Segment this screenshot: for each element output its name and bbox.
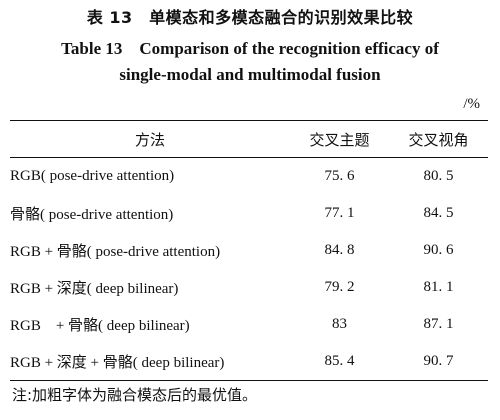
cross-subject-cell: 75. 6 xyxy=(324,168,355,184)
cross-view-cell: 81. 1 xyxy=(423,279,454,295)
method-cell: RGB + 骨骼( pose-drive attention) xyxy=(10,244,221,260)
unit-label: /% xyxy=(463,96,480,112)
cross-view-cell: 87. 1 xyxy=(423,316,454,332)
method-cell: RGB( pose-drive attention) xyxy=(10,168,175,184)
cross-subject-cell: 77. 1 xyxy=(324,205,355,221)
table-row: RGB + 深度 + 骨骼( deep bilinear) 85. 4 90. … xyxy=(10,343,488,381)
cross-view-cell: 80. 5 xyxy=(423,168,454,184)
cross-view-cell: 90. 6 xyxy=(423,242,454,258)
method-cell: RGB + 骨骼( deep bilinear) xyxy=(10,318,190,334)
header-cross-view: 交叉视角 xyxy=(389,120,488,158)
table-title-english: Table 13 Comparison of the recognition e… xyxy=(0,36,500,88)
header-method: 方法 xyxy=(10,120,290,158)
method-cell: 骨骼( pose-drive attention) xyxy=(10,207,174,223)
cross-subject-cell: 85. 4 xyxy=(290,343,389,381)
cross-view-cell: 90. 7 xyxy=(389,343,488,381)
table-row: RGB + 骨骼( deep bilinear) 83 87. 1 xyxy=(10,306,488,343)
cross-subject-cell: 84. 8 xyxy=(324,242,355,258)
table-row: RGB + 深度( deep bilinear) 79. 2 81. 1 xyxy=(10,269,488,306)
table-header-row: 方法 交叉主题 交叉视角 xyxy=(10,120,488,158)
table-footnote: 注:加粗字体为融合模态后的最优值。 xyxy=(12,386,258,404)
table-row: 骨骼( pose-drive attention) 77. 1 84. 5 xyxy=(10,195,488,232)
table-title-chinese: 表 13 单模态和多模态融合的识别效果比较 xyxy=(86,8,414,27)
method-cell: RGB + 深度( deep bilinear) xyxy=(10,281,179,297)
header-cross-subject: 交叉主题 xyxy=(290,120,389,158)
table-title-english-line1: Table 13 Comparison of the recognition e… xyxy=(61,39,439,58)
table-title-english-line2: single-modal and multimodal fusion xyxy=(119,65,381,84)
cross-subject-cell: 83 xyxy=(332,316,347,332)
cross-view-cell: 84. 5 xyxy=(423,205,454,221)
table-row: RGB + 骨骼( pose-drive attention) 84. 8 90… xyxy=(10,232,488,269)
cross-subject-cell: 79. 2 xyxy=(324,279,355,295)
table-row: RGB( pose-drive attention) 75. 6 80. 5 xyxy=(10,158,488,196)
results-table: 方法 交叉主题 交叉视角 RGB( pose-drive attention) … xyxy=(10,120,488,381)
method-cell: RGB + 深度 + 骨骼( deep bilinear) xyxy=(10,343,290,381)
